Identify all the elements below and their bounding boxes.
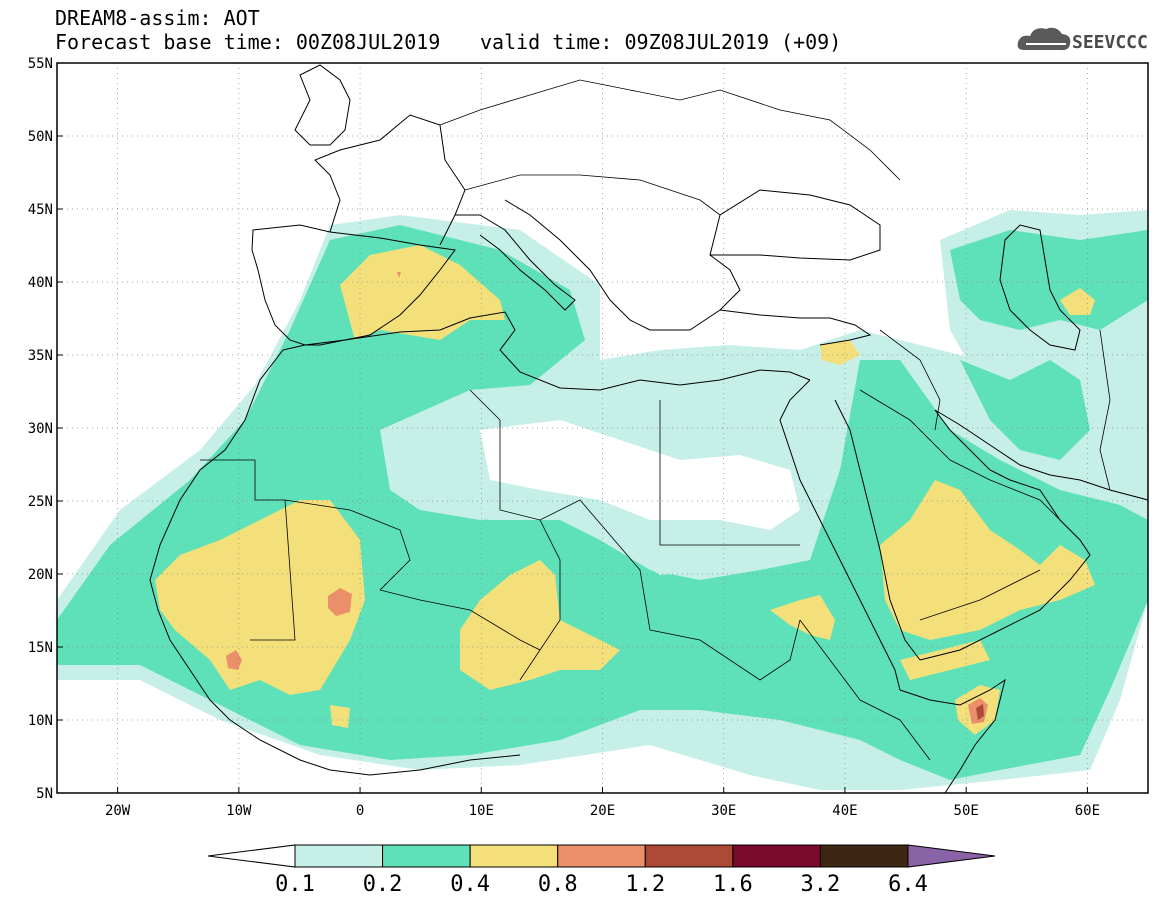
colorbar-level-label: 1.2 — [625, 872, 665, 897]
border-central-europe — [464, 174, 721, 216]
longitude-labels: 20W 10W 0 10E 20E 30E 40E 50E 60E — [105, 803, 1100, 819]
lat-label: 40N — [28, 275, 53, 291]
coastline-france — [314, 114, 466, 246]
aot-region-yellow-benin — [330, 705, 350, 728]
cloud-logo-icon — [1017, 27, 1071, 51]
lat-label: 15N — [28, 640, 53, 656]
lon-label: 60E — [1075, 803, 1100, 819]
lat-label: 50N — [28, 129, 53, 145]
coastline-red-sea-east — [834, 399, 921, 661]
forecast-base-time: Forecast base time: 00Z08JUL2019 — [55, 30, 440, 54]
colorbar-level-label: 6.4 — [888, 872, 928, 897]
aot-fields — [57, 210, 1148, 790]
lat-label: 30N — [28, 421, 53, 437]
lon-label: 10E — [469, 803, 494, 819]
map-gridlines — [57, 62, 1148, 794]
coastline-horn — [899, 678, 1006, 793]
lon-label: 20W — [105, 803, 131, 819]
aot-region-green-caspian — [950, 230, 1148, 330]
colorbar-swatch — [819, 844, 909, 868]
lon-label: 50E — [954, 803, 979, 819]
lon-label: 20E — [590, 803, 615, 819]
lon-label: 0 — [356, 803, 364, 819]
colorbar-swatch — [557, 844, 646, 868]
lat-label: 5N — [36, 786, 53, 802]
border-saudi-yemen — [919, 569, 1041, 621]
valid-time: valid time: 09Z08JUL2019 (+09) — [480, 30, 841, 54]
colorbar-level-label: 0.2 — [363, 872, 403, 897]
coastline-britain — [294, 64, 351, 146]
seevccc-logo: SEEVCCC — [1017, 27, 1148, 53]
border-sudan — [649, 619, 801, 681]
border-niger — [379, 589, 541, 651]
lat-label: 55N — [28, 56, 53, 72]
lat-label: 10N — [28, 713, 53, 729]
colorbar-level-label: 0.4 — [450, 872, 490, 897]
lon-label: 40E — [832, 803, 857, 819]
colorbar-level-label: 1.6 — [713, 872, 753, 897]
border-saudi — [859, 389, 1061, 521]
lat-label: 25N — [28, 494, 53, 510]
colorbar-level-label: 3.2 — [801, 872, 841, 897]
coastline-red-sea — [779, 379, 901, 691]
aot-region-yellow-arabia — [880, 480, 1095, 640]
border-iran-afghan — [1099, 329, 1111, 491]
aot-region-white-desert — [480, 420, 800, 530]
aot-region-green-iran — [960, 360, 1090, 460]
aot-region-yellow-caspian — [1060, 288, 1095, 315]
colorbar-swatch — [382, 844, 471, 868]
lat-label: 45N — [28, 202, 53, 218]
coastline-iberia — [251, 224, 456, 346]
coastline-italy — [455, 214, 576, 311]
map-area: 55N 50N 45N 40N 35N 30N 25N 20N 15N 10N 5N 20W 10W 0… — [28, 56, 1149, 819]
colorbar-swatch — [294, 844, 384, 868]
colorbar-swatch — [644, 844, 734, 868]
colorbar-level-label: 0.8 — [538, 872, 578, 897]
colorbar-min-arrow — [207, 844, 296, 868]
country-borders — [200, 79, 1111, 761]
coastline-turkey — [719, 309, 872, 346]
lat-label: 35N — [28, 348, 53, 364]
aot-region-yellow-west-africa — [155, 500, 365, 695]
coastline-caspian — [999, 224, 1081, 351]
aot-region-yellow-yemen — [900, 640, 990, 680]
aot-region-orange-guinea — [226, 650, 242, 670]
coastline-balkans — [504, 199, 741, 331]
coastline-black-sea — [709, 189, 881, 261]
colorbar-max-arrow — [907, 844, 996, 868]
map-title: DREAM8-assim: AOT — [55, 6, 260, 30]
aot-region-yellow-chad — [460, 560, 620, 690]
lat-label: 20N — [28, 567, 53, 583]
lon-label: 10W — [226, 803, 252, 819]
colorbar: 0.1 0.2 0.4 0.8 1.2 1.6 3.2 6.4 — [207, 844, 996, 897]
aot-region-yellow-levant — [820, 340, 860, 365]
border-chad — [519, 519, 561, 681]
map-frame — [56, 62, 1149, 794]
lon-label: 30E — [711, 803, 736, 819]
border-algeria-mali — [284, 499, 411, 591]
coastline-atlantic — [149, 349, 521, 776]
latitude-labels: 55N 50N 45N 40N 35N 30N 25N 20N 15N 10N 5N — [28, 56, 53, 802]
border-ethiopia — [799, 619, 931, 761]
coastline-persian-gulf — [934, 409, 1148, 501]
coastline-north-africa — [282, 311, 811, 391]
border-iraq-iran — [879, 329, 941, 431]
border-egypt — [659, 400, 800, 546]
aot-region-orange-mali — [328, 588, 352, 616]
colorbar-swatch — [732, 844, 821, 868]
aot-region-orange-balearic — [397, 272, 401, 278]
border-europe — [439, 79, 901, 181]
aot-region-yellow-ethiopia — [770, 595, 835, 640]
logo-text: SEEVCCC — [1072, 32, 1148, 53]
aot-region-brown-somalia — [976, 704, 984, 720]
colorbar-level-label: 0.1 — [275, 872, 315, 897]
border-mauritania — [200, 459, 296, 641]
colorbar-swatch — [469, 844, 559, 868]
